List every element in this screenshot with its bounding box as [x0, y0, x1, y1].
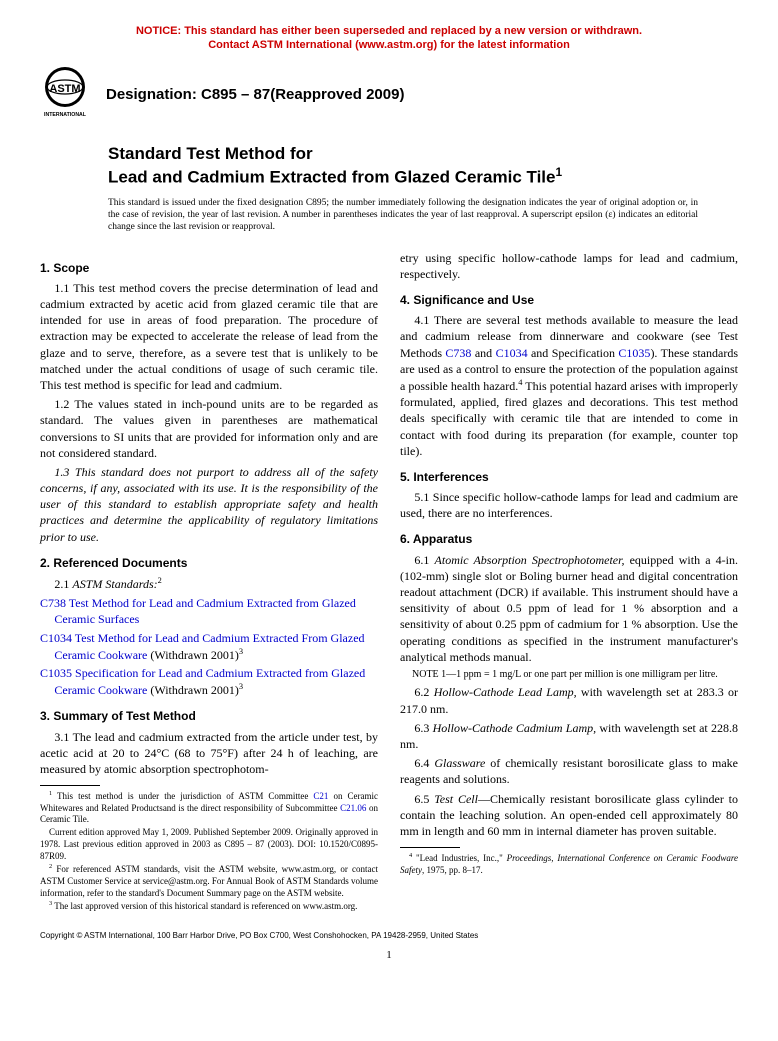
link-c1035[interactable]: C1035	[618, 346, 650, 360]
ref-c1035[interactable]: C1035 Specification for Lead and Cadmium…	[54, 665, 378, 698]
issuance-note: This standard is issued under the fixed …	[108, 197, 738, 234]
notice-line2: Contact ASTM International (www.astm.org…	[208, 39, 570, 51]
para-1-1: 1.1 This test method covers the precise …	[40, 280, 378, 393]
left-footnotes: 1 This test method is under the jurisdic…	[40, 785, 378, 913]
link-c1034[interactable]: C1034	[496, 346, 528, 360]
link-c738[interactable]: C738	[445, 346, 471, 360]
title-line-2: Lead and Cadmium Extracted from Glazed C…	[108, 165, 738, 189]
para-5-1: 5.1 Since specific hollow-cathode lamps …	[400, 489, 738, 521]
footnote-2: 2 For referenced ASTM standards, visit t…	[40, 863, 378, 899]
withdrawal-notice: NOTICE: This standard has either been su…	[40, 24, 738, 53]
section-3-head: 3. Summary of Test Method	[40, 708, 378, 724]
para-4-1: 4.1 There are several test methods avail…	[400, 312, 738, 459]
footnote-rule-left	[40, 785, 100, 786]
para-1-2: 1.2 The values stated in inch-pound unit…	[40, 396, 378, 461]
ref-c738[interactable]: C738 Test Method for Lead and Cadmium Ex…	[54, 595, 378, 627]
notice-line1: NOTICE: This standard has either been su…	[136, 25, 642, 37]
para-2-1: 2.1 ASTM Standards:2	[40, 575, 378, 592]
section-4-head: 4. Significance and Use	[400, 292, 738, 308]
document-title: Standard Test Method for Lead and Cadmiu…	[108, 143, 738, 189]
para-3-1-cont: etry using specific hollow-cathode lamps…	[400, 250, 738, 282]
body-columns: 1. Scope 1.1 This test method covers the…	[40, 250, 738, 913]
link-c21[interactable]: C21	[313, 791, 328, 801]
section-6-head: 6. Apparatus	[400, 531, 738, 547]
para-1-3: 1.3 This standard does not purport to ad…	[40, 464, 378, 545]
footnote-3: 3 The last approved version of this hist…	[40, 900, 378, 913]
title-line-1: Standard Test Method for	[108, 143, 738, 165]
note-1: NOTE 1—1 ppm = 1 mg/L or one part per mi…	[400, 668, 738, 682]
para-6-4: 6.4 Glassware of chemically resistant bo…	[400, 755, 738, 787]
svg-text:INTERNATIONAL: INTERNATIONAL	[44, 112, 87, 118]
document-header: ASTM INTERNATIONAL Designation: C895 – 8…	[40, 65, 738, 125]
section-1-head: 1. Scope	[40, 260, 378, 276]
svg-text:ASTM: ASTM	[49, 83, 80, 95]
astm-logo: ASTM INTERNATIONAL	[40, 65, 98, 125]
designation-text: Designation: C895 – 87(Reapproved 2009)	[98, 85, 404, 105]
section-2-head: 2. Referenced Documents	[40, 555, 378, 571]
para-3-1: 3.1 The lead and cadmium extracted from …	[40, 729, 378, 778]
link-c21-06[interactable]: C21.06	[340, 803, 366, 813]
page-number: 1	[40, 948, 738, 963]
copyright-line: Copyright © ASTM International, 100 Barr…	[40, 931, 738, 942]
section-5-head: 5. Interferences	[400, 469, 738, 485]
footnote-1b: Current edition approved May 1, 2009. Pu…	[40, 827, 378, 862]
ref-c1034[interactable]: C1034 Test Method for Lead and Cadmium E…	[54, 630, 378, 663]
footnote-4: 4 "Lead Industries, Inc.," Proceedings, …	[400, 852, 738, 876]
footnote-rule-right	[400, 847, 460, 848]
para-6-3: 6.3 Hollow-Cathode Cadmium Lamp, with wa…	[400, 720, 738, 752]
para-6-5: 6.5 Test Cell—Chemically resistant boros…	[400, 791, 738, 840]
para-6-1: 6.1 Atomic Absorption Spectrophotometer,…	[400, 552, 738, 665]
footnote-1: 1 This test method is under the jurisdic…	[40, 790, 378, 826]
para-6-2: 6.2 Hollow-Cathode Lead Lamp, with wavel…	[400, 684, 738, 716]
right-footnotes: 4 "Lead Industries, Inc.," Proceedings, …	[400, 847, 738, 876]
